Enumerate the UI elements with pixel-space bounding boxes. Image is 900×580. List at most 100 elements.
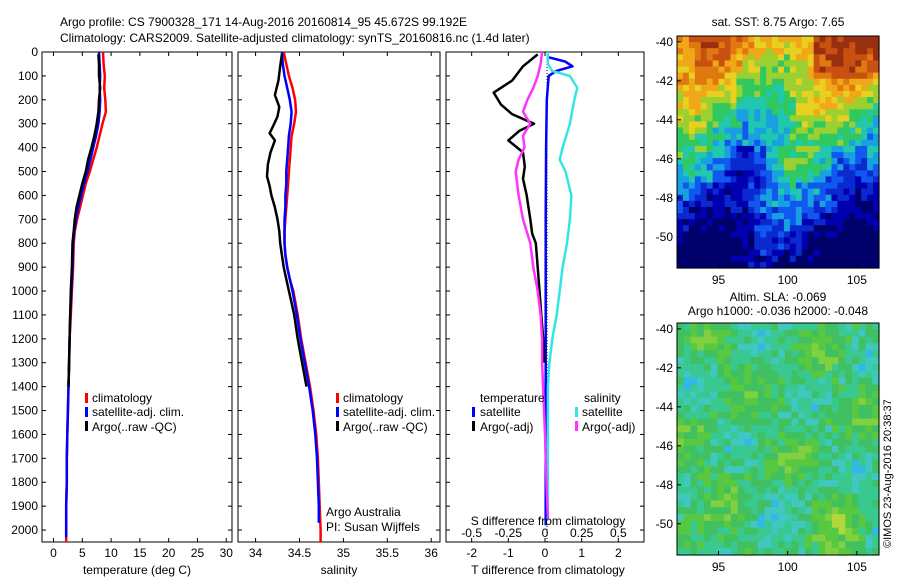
sst-cell <box>742 103 749 110</box>
sst-cell <box>837 97 844 104</box>
sst-cell <box>682 139 690 147</box>
sla-cell <box>838 534 846 542</box>
sla-cell <box>737 425 745 433</box>
sla-cell <box>858 439 867 447</box>
sla-cell <box>804 411 813 420</box>
sla-cell <box>737 541 745 549</box>
sst-cell <box>688 237 696 245</box>
sla-cell <box>838 343 846 351</box>
sla-cell <box>717 398 725 406</box>
sla-cell <box>677 459 685 467</box>
sst-cell <box>712 152 720 159</box>
sla-cell <box>764 391 772 399</box>
sla-cell <box>710 398 718 406</box>
sst-cell <box>837 158 844 165</box>
sst-cell <box>730 170 738 178</box>
sst-cell <box>801 42 809 49</box>
sla-cell <box>838 398 846 406</box>
sst-cell <box>778 152 785 159</box>
sst-cell <box>825 139 833 147</box>
sst-cell <box>688 103 696 110</box>
sla-cell <box>744 520 752 529</box>
sla-cell <box>845 432 853 440</box>
sla-cell <box>798 486 806 495</box>
sst-cell <box>807 103 815 110</box>
sst-cell <box>766 72 773 80</box>
sla-cell <box>825 534 833 542</box>
sla-cell <box>697 479 705 488</box>
sla-cell <box>724 541 732 549</box>
sst-cell <box>825 176 833 184</box>
sst-cell <box>825 255 833 263</box>
sla-cell <box>791 370 799 379</box>
sst-cell <box>861 164 868 171</box>
sla-cell <box>852 329 860 338</box>
sst-cell <box>795 231 803 239</box>
sla-cell <box>764 439 772 447</box>
sst-cell <box>795 182 803 190</box>
sla-cell <box>825 466 833 474</box>
sla-cell <box>784 527 793 536</box>
sst-cell <box>801 72 809 80</box>
sst-cell <box>706 255 714 263</box>
sst-cell <box>760 231 767 239</box>
sla-cell <box>710 350 718 358</box>
sst-cell <box>677 158 684 165</box>
sst-cell <box>873 60 880 68</box>
sla-cell <box>818 370 826 379</box>
sla-cell <box>730 404 739 413</box>
sla-cell <box>764 398 772 406</box>
sst-cell <box>825 237 833 245</box>
sst-cell <box>819 127 827 135</box>
sst-cell <box>766 176 773 184</box>
sla-cell <box>858 363 867 372</box>
sst-cell <box>849 152 856 159</box>
sla-cell <box>825 323 833 331</box>
sla-cell <box>804 384 813 392</box>
sla-cell <box>811 425 819 433</box>
sst-cell <box>712 109 720 116</box>
sst-cell <box>795 78 803 86</box>
sst-cell <box>754 54 761 62</box>
sla-cell <box>838 391 846 399</box>
sst-cell <box>742 158 749 165</box>
sst-cell <box>778 84 785 92</box>
sla-cell <box>730 473 739 481</box>
sla-cell <box>784 459 793 467</box>
sla-cell <box>791 323 799 331</box>
sst-cell <box>873 213 880 220</box>
sst-cell <box>778 48 785 55</box>
sst-cell <box>855 176 862 184</box>
sst-cell <box>789 152 797 159</box>
sla-cell <box>703 432 712 440</box>
sst-cell <box>718 158 726 165</box>
sla-cell <box>751 500 759 508</box>
sla-cell <box>804 500 813 508</box>
sst-cell <box>766 255 773 263</box>
sla-cell <box>764 493 772 502</box>
sla-cell <box>852 452 860 461</box>
sst-cell <box>795 188 803 196</box>
sla-cell <box>677 479 685 488</box>
sst-cell <box>748 182 755 190</box>
sla-cell <box>771 541 779 549</box>
sst-cell <box>718 182 726 190</box>
sst-cell <box>837 213 844 220</box>
sst-cell <box>700 121 708 129</box>
sst-cell <box>766 225 773 232</box>
sla-cell <box>838 384 846 392</box>
sst-cell <box>801 249 809 257</box>
sst-cell <box>688 243 696 251</box>
sst-cell <box>772 42 779 49</box>
sla-cell <box>737 548 745 556</box>
sst-cell <box>712 133 720 141</box>
sst-cell <box>843 219 850 226</box>
sst-cell <box>688 121 696 129</box>
sst-cell <box>867 225 874 232</box>
sla-cell <box>825 377 833 386</box>
sla-cell <box>858 500 867 508</box>
sst-cell <box>807 36 815 43</box>
sst-cell <box>694 206 702 214</box>
sla-cell <box>757 411 766 420</box>
sst-cell <box>677 170 684 178</box>
